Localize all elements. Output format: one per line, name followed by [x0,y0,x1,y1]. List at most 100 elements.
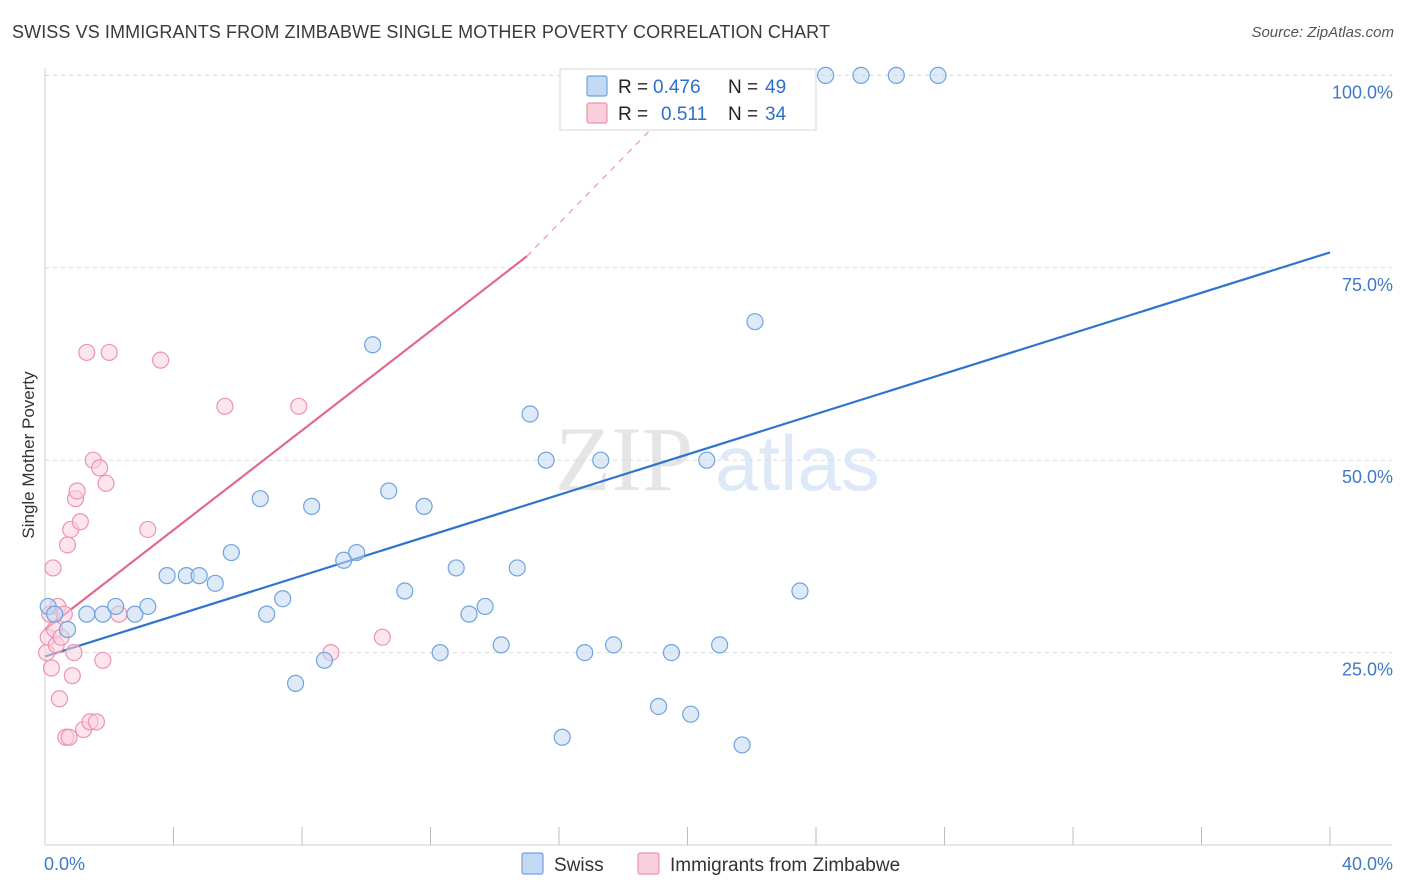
swiss-point [380,482,398,500]
swiss-point [711,636,729,654]
swiss-point [508,559,526,577]
swiss-n-value: 49 [765,77,786,98]
zimbabwe-r-label: R = [618,104,648,125]
zimbabwe-point [216,397,234,415]
zimbabwe-point [91,459,109,477]
zimbabwe-point [87,713,106,731]
y-tick-label: 25.0% [1342,660,1393,680]
zimbabwe-swatch [586,102,608,124]
swiss-point [791,582,809,600]
swiss-point [315,651,334,669]
swiss-point [929,66,947,84]
zimbabwe-point [63,667,81,685]
zimbabwe-point [100,343,118,362]
y-tick-label: 75.0% [1342,275,1393,295]
swiss-point [126,605,144,623]
swiss-point [649,697,668,716]
swiss-point [887,66,905,84]
legend-zimbabwe-swatch [637,852,660,875]
swiss-point [662,643,681,662]
swiss-point [258,605,276,623]
grid-lines [45,74,1392,654]
swiss-point [698,451,716,469]
swiss-point [521,405,539,423]
swiss-r-label: R = [618,77,648,98]
y-tick-label: 100.0% [1332,82,1393,102]
swiss-point [447,559,465,577]
swiss-point [94,605,112,623]
zimbabwe-trendline [44,255,528,631]
swiss-point [852,66,870,84]
legend-swiss-swatch [521,852,544,875]
trendlines [44,74,1331,658]
swiss-swatch [586,75,608,97]
zimbabwe-point [139,520,157,539]
zimbabwe-n-value: 34 [765,104,787,125]
swiss-point [139,597,157,616]
series-legend: Swiss Immigrants from Zimbabwe [521,852,900,876]
x-tick-label-max: 40.0% [1342,854,1393,874]
swiss-point [158,567,176,585]
swiss-point [492,636,510,654]
zimbabwe-point [60,728,78,746]
swiss-point [396,582,414,600]
swiss-point [817,66,835,84]
swiss-point [460,605,478,623]
swiss-point [190,567,208,585]
swiss-point [286,674,305,692]
zimbabwe-point [97,474,115,492]
swiss-point [476,597,494,616]
axes: 25.0% 50.0% 75.0% 100.0% 0.0% 40.0% [44,68,1393,874]
swiss-point [537,451,555,469]
swiss-point [592,451,610,469]
swiss-point [682,705,700,723]
swiss-point [553,728,571,746]
swiss-trendline [44,251,1331,658]
legend-zimbabwe-label: Immigrants from Zimbabwe [670,855,900,876]
y-axis-label: Single Mother Poverty [19,371,38,539]
zimbabwe-r-value: 0.511 [661,104,707,125]
swiss-point [733,736,751,754]
legend-swiss-label: Swiss [554,855,604,876]
swiss-point [274,590,292,608]
zimbabwe-point [44,559,62,577]
swiss-point [251,490,269,508]
swiss-point [746,313,764,331]
swiss-point [605,636,623,654]
swiss-n-label: N = [728,77,758,98]
watermark-atlas: atlas [715,419,880,507]
source-credit: Source: ZipAtlas.com [1251,24,1394,41]
swiss-point [415,497,433,515]
swiss-point [431,643,449,662]
zimbabwe-n-label: N = [728,104,758,125]
swiss-point [335,551,353,569]
swiss-point [348,543,366,562]
swiss-point [222,543,240,562]
stats-legend: R = 0.476 N = 49 R = 0.511 N = 34 [559,68,817,131]
watermark: ZIP atlas [555,408,880,510]
swiss-point [78,605,96,623]
swiss-r-value: 0.476 [653,77,701,98]
zimbabwe-point [152,351,170,369]
swiss-point [576,643,594,662]
zimbabwe-point [71,513,89,531]
zimbabwe-point [50,690,69,708]
zimbabwe-point [65,643,83,662]
swiss-point [303,497,321,515]
x-tick-label-min: 0.0% [44,854,85,874]
y-tick-label: 50.0% [1342,467,1393,487]
zimbabwe-point [78,343,96,362]
data-points [38,66,947,754]
swiss-point [58,620,77,639]
zimbabwe-point [94,651,112,669]
zimbabwe-point [42,659,61,677]
zimbabwe-point [373,628,391,646]
swiss-point [46,605,64,623]
swiss-point [206,574,224,592]
swiss-point [364,336,382,354]
chart-title: SWISS VS IMMIGRANTS FROM ZIMBABWE SINGLE… [12,22,831,42]
zimbabwe-point [68,482,86,500]
zimbabwe-point [290,397,308,415]
zimbabwe-point [58,536,77,554]
